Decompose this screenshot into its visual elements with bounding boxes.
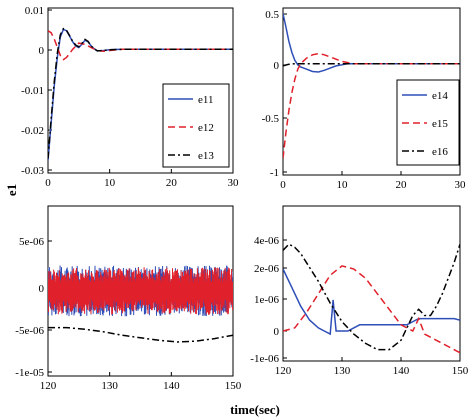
x-tick-label: 0 [280, 179, 286, 191]
panel-top-right: 0 10 20 30 0.5 0 -0.5 -1 e14 e15 e16 [262, 7, 467, 191]
x-tick-label: 20 [396, 179, 408, 191]
x-tick-label: 10 [337, 179, 349, 191]
y-tick-label: 1e-06 [254, 294, 280, 306]
y-tick-label: 0.01 [25, 5, 44, 17]
y-tick-label: -0.03 [21, 165, 44, 177]
x-tick-label: 130 [334, 365, 351, 377]
series-line-trace-2 [283, 265, 460, 354]
y-tick-label: 0 [39, 283, 45, 295]
series-line-trace-1 [283, 268, 460, 336]
legend: e14 e15 e16 [396, 79, 460, 166]
x-tick-label: 150 [225, 380, 242, 392]
panel-bottom-right: 120 130 140 150 4e-06 2e-06 1e-06 0 -1e-06 [250, 205, 469, 377]
plot-frame [282, 205, 461, 362]
legend-label: e13 [198, 150, 214, 162]
y-tick-label: 0 [274, 60, 280, 72]
x-tick-label: 120 [275, 365, 292, 377]
legend: e11 e12 e13 [162, 83, 230, 168]
y-tick-label: -0.02 [21, 125, 44, 137]
panel-top-left: 0 10 20 30 0.01 0 -0.01 -0.02 -0.03 e11 e12 e13 [21, 5, 239, 189]
series-line-trace-3 [48, 326, 233, 343]
panels: 0 10 20 30 0.01 0 -0.01 -0.02 -0.03 e11 e12 e13 0 10 2… [15, 5, 468, 392]
legend-label: e12 [198, 122, 214, 134]
x-tick-label: 0 [45, 177, 51, 189]
x-tick-label: 150 [452, 365, 469, 377]
legend-label: e16 [432, 146, 448, 158]
y-tick-label: -0.01 [21, 85, 44, 97]
series-line-e16 [283, 62, 460, 67]
y-tick-label: 4e-06 [254, 235, 280, 247]
legend-label: e11 [198, 94, 213, 106]
series-line-trace-2 [48, 267, 233, 315]
y-tick-label: -1e-05 [15, 367, 44, 379]
legend-label: e14 [432, 90, 448, 102]
series-group [283, 13, 460, 159]
x-tick-label: 120 [40, 380, 57, 392]
y-tick-label: -1 [270, 167, 279, 179]
y-tick-label: -0.5 [262, 113, 280, 125]
y-tick-label: -5e-06 [15, 325, 44, 337]
series-group [283, 243, 460, 354]
series-group [48, 27, 233, 161]
y-tick-label: 0 [274, 326, 280, 338]
series-line-e13 [48, 27, 233, 159]
plot-frame [282, 7, 461, 176]
series-line-trace-3 [283, 243, 460, 351]
y-tick-label: 0 [39, 45, 45, 57]
x-tick-label: 140 [393, 365, 410, 377]
legend-label: e15 [432, 118, 448, 130]
x-tick-label: 30 [455, 179, 467, 191]
y-tick-label: -1e-06 [250, 353, 279, 365]
x-axis-label: time(sec) [230, 402, 280, 417]
x-tick-label: 140 [163, 380, 180, 392]
y-tick-label: 5e-06 [19, 236, 45, 248]
series-line-e15 [283, 52, 460, 159]
x-tick-label: 30 [228, 177, 240, 189]
x-tick-label: 130 [101, 380, 118, 392]
panel-bottom-left: 120 130 140 150 5e-06 0 -5e-06 -1e-05 [15, 205, 242, 392]
x-tick-label: 20 [166, 177, 178, 189]
series-group [48, 265, 233, 343]
y-tick-label: 0.5 [265, 9, 279, 21]
x-tick-label: 10 [104, 177, 116, 189]
y-axis-label: e1 [4, 184, 19, 196]
y-tick-label: 2e-06 [254, 263, 280, 275]
